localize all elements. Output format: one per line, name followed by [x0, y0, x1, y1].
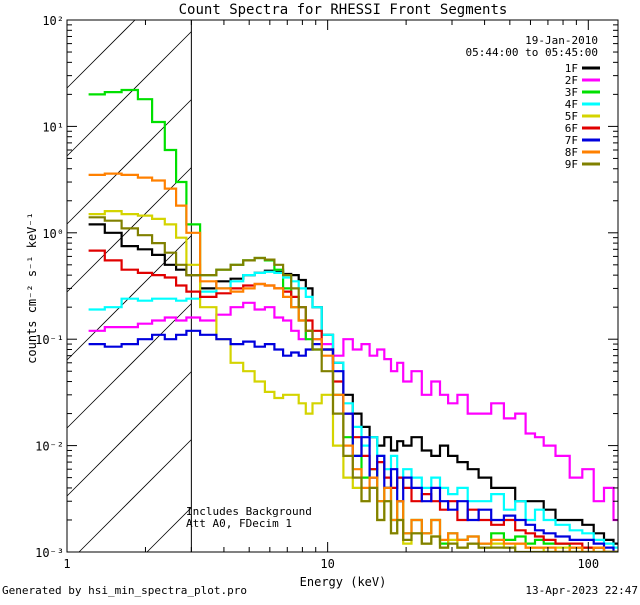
y-tick-label-0: 10⁻³: [35, 546, 64, 560]
x-axis-label: Energy (keV): [300, 575, 387, 589]
hatch-line-8: [146, 507, 192, 553]
legend-label-1F: 1F: [565, 62, 578, 75]
legend-label-8F: 8F: [565, 146, 578, 159]
y-tick-label-1: 10⁻²: [35, 440, 64, 454]
x-tick-label-2: 100: [577, 557, 599, 571]
plot-frame: [66, 19, 619, 553]
series-4F-line: [88, 270, 618, 549]
y-tick-label-5: 10²: [42, 14, 64, 28]
annotation-attenuator: Att A0, FDecim 1: [186, 517, 292, 530]
chart-title: Count Spectra for RHESSI Front Segments: [179, 2, 508, 18]
y-tick-label-4: 10¹: [42, 120, 64, 134]
legend-label-5F: 5F: [565, 110, 578, 123]
legend-label-2F: 2F: [565, 74, 578, 87]
x-tick-label-1: 10: [320, 557, 334, 571]
hatch-line-6: [66, 371, 192, 497]
excluded-energy-hatch: [66, 19, 192, 553]
legend-label-7F: 7F: [565, 134, 578, 147]
footer-generated-by: Generated by hsi_min_spectra_plot.pro: [2, 584, 247, 597]
observation-date: 19-Jan-2010: [525, 34, 598, 47]
observation-time-range: 05:44:00 to 05:45:00: [466, 46, 598, 59]
legend-label-3F: 3F: [565, 86, 578, 99]
series-1F-line: [88, 223, 618, 545]
annotation-background: Includes Background: [186, 505, 312, 518]
series-group: [88, 88, 618, 552]
y-axis-label: counts cm⁻² s⁻¹ keV⁻¹: [25, 212, 39, 364]
x-tick-label-0: 1: [63, 557, 70, 571]
footer-timestamp: 13-Apr-2023 22:47: [525, 584, 638, 597]
hatch-line-7: [78, 439, 192, 553]
hatch-line-5: [66, 303, 192, 429]
legend-label-4F: 4F: [565, 98, 578, 111]
series-6F-line: [88, 249, 618, 552]
legend-label-6F: 6F: [565, 122, 578, 135]
legend-label-9F: 9F: [565, 158, 578, 171]
series-9F-line: [88, 216, 618, 552]
hatch-line-0: [66, 19, 136, 89]
axes: 1 10 100 10⁻³ 10⁻² 10⁻¹ 10⁰ 10¹ 10²: [35, 14, 618, 571]
hatch-line-2: [66, 99, 192, 225]
y-tick-label-2: 10⁻¹: [35, 333, 64, 347]
series-8F-line: [88, 172, 618, 552]
y-tick-label-3: 10⁰: [42, 227, 64, 241]
hatch-line-3: [66, 167, 192, 293]
hatch-line-1: [66, 31, 192, 157]
series-7F-line: [88, 329, 618, 552]
series-3F-line: [88, 88, 618, 552]
